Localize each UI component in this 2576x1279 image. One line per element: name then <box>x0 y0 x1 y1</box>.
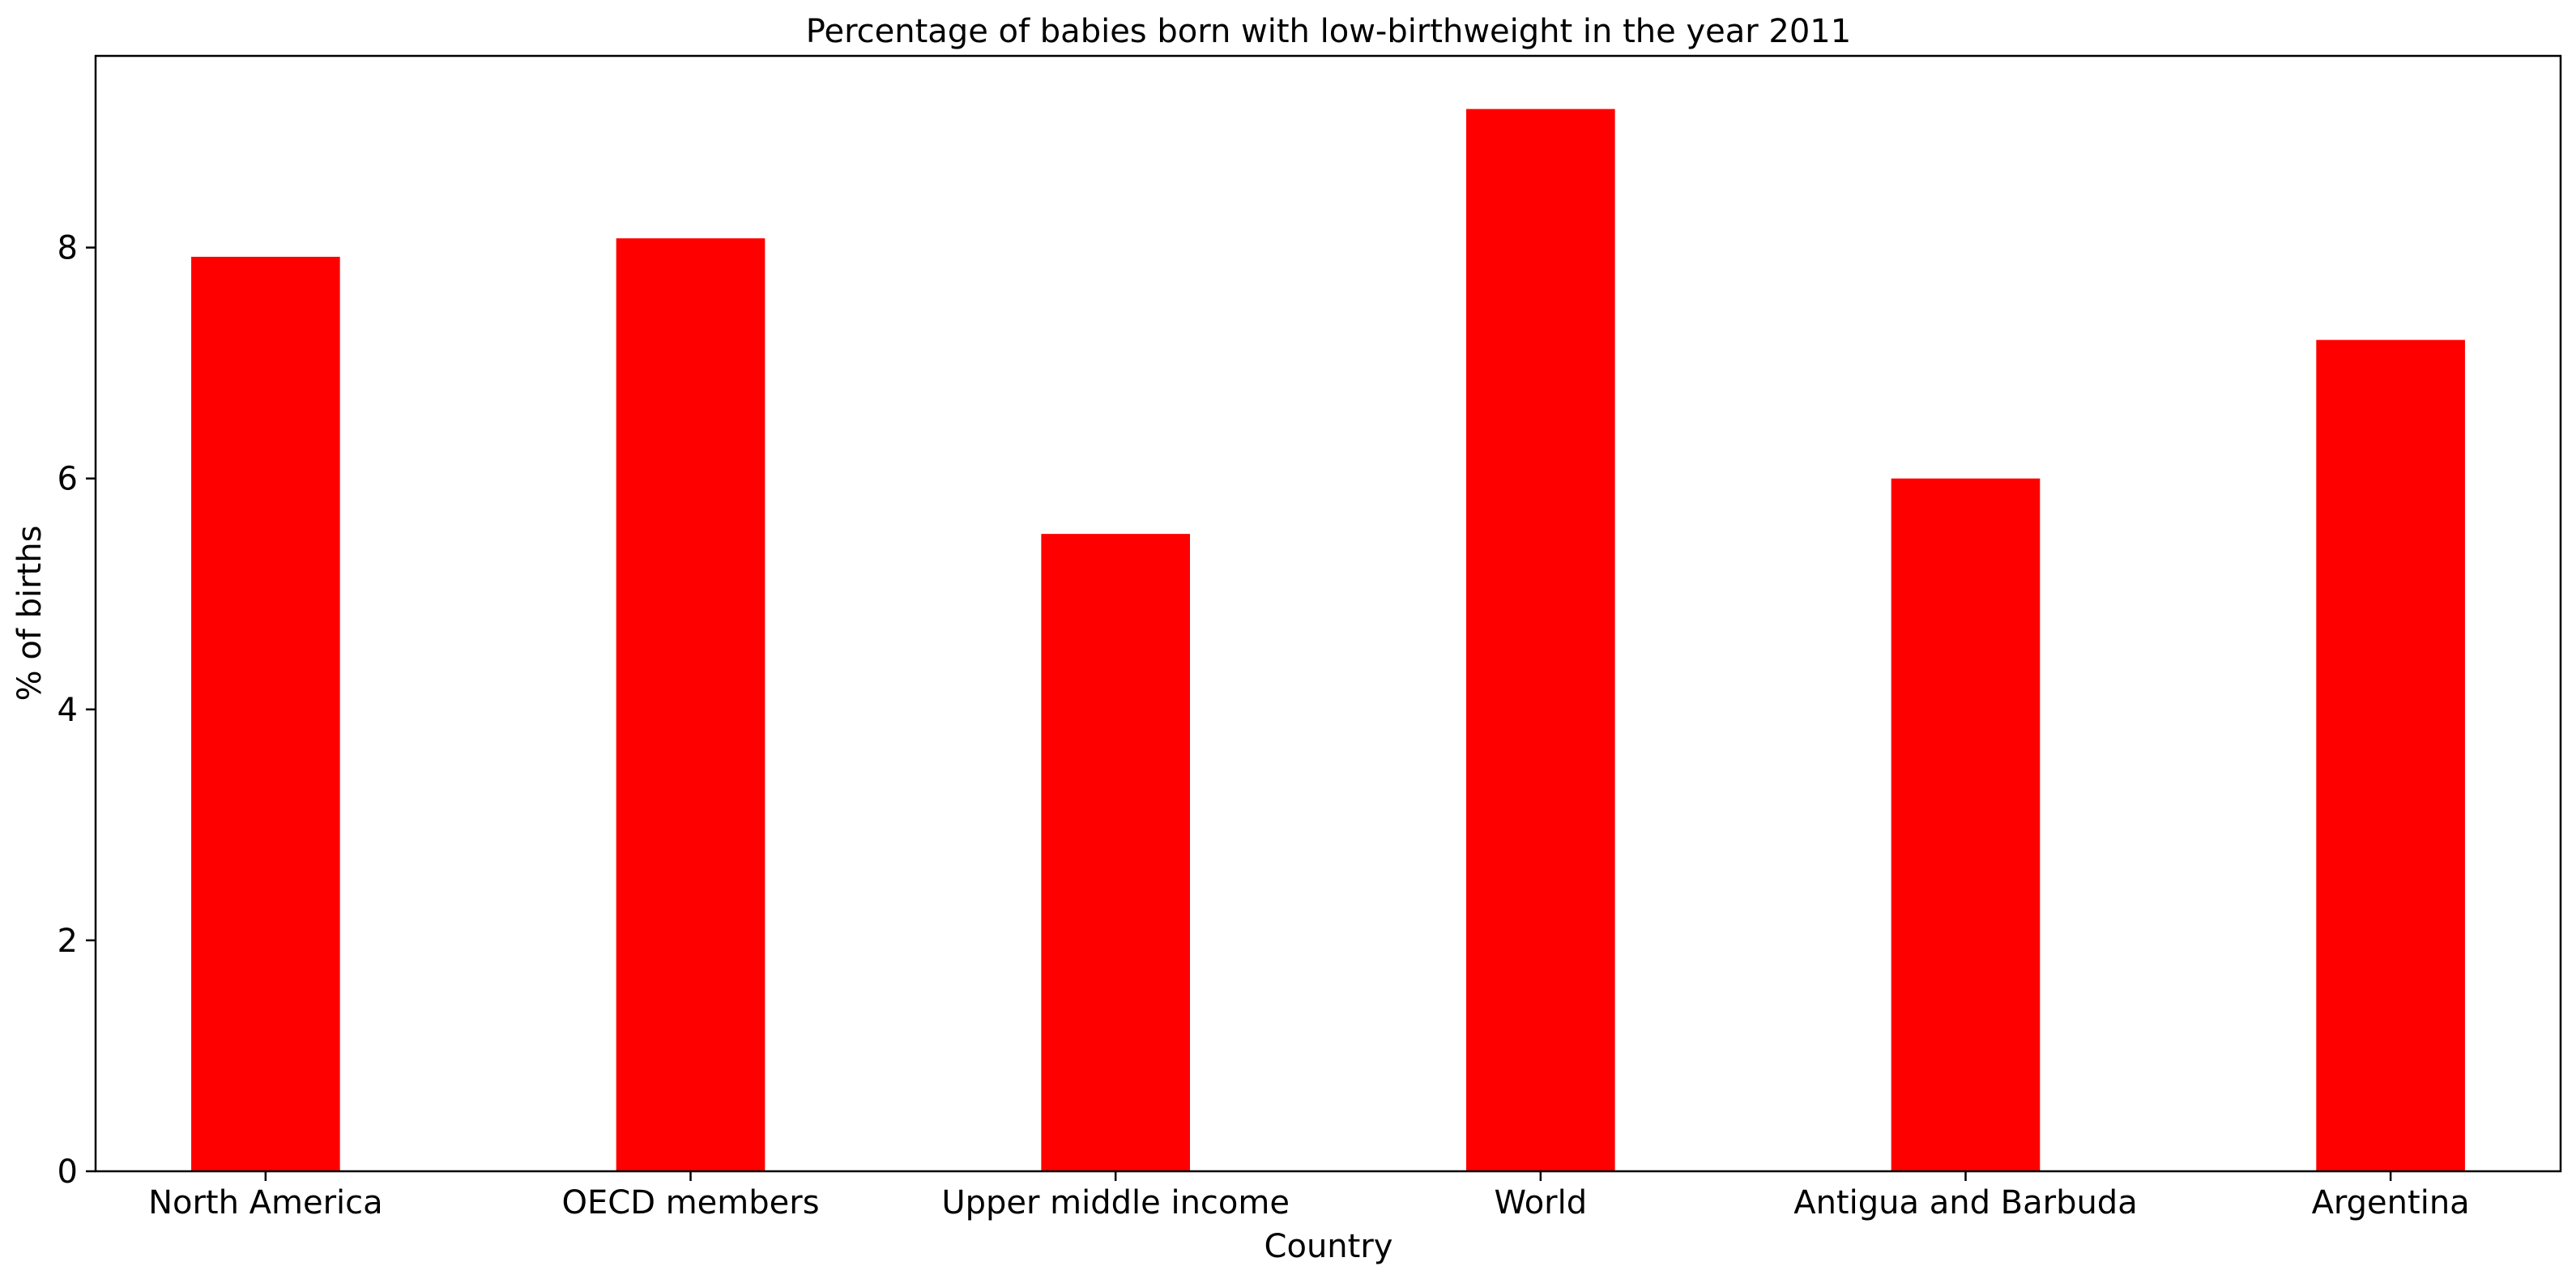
bar-north-america <box>191 257 340 1171</box>
x-axis-title: Country <box>1265 1228 1393 1265</box>
bar-world <box>1466 109 1615 1171</box>
x-tick-label: OECD members <box>562 1184 820 1221</box>
bar-argentina <box>2316 339 2465 1171</box>
y-axis-title: % of births <box>11 526 49 701</box>
y-axis-ticks: 0 2 4 6 8 <box>58 230 96 1191</box>
x-tick-label: Antigua and Barbuda <box>1793 1184 2138 1221</box>
chart-title: Percentage of babies born with low-birth… <box>806 13 1851 50</box>
plot-frame <box>94 54 2562 1173</box>
x-tick-label: World <box>1495 1184 1588 1221</box>
y-tick-label: 6 <box>58 461 78 498</box>
x-tick-label: Upper middle income <box>941 1184 1290 1221</box>
bars-layer <box>191 109 2465 1172</box>
y-tick-label: 8 <box>58 230 78 267</box>
x-tick-label: Argentina <box>2312 1184 2470 1221</box>
bar-upper-middle-income <box>1041 534 1190 1171</box>
y-tick-label: 2 <box>58 923 78 960</box>
y-tick-label: 0 <box>58 1153 78 1191</box>
bar-oecd-members <box>616 238 766 1172</box>
axes-layer <box>94 54 2562 1173</box>
x-axis-ticks: North America OECD members Upper middle in… <box>148 1171 2470 1221</box>
x-tick-label: North America <box>148 1184 383 1221</box>
y-tick-label: 4 <box>58 692 78 729</box>
bar-antigua-and-barbuda <box>1891 478 2041 1171</box>
